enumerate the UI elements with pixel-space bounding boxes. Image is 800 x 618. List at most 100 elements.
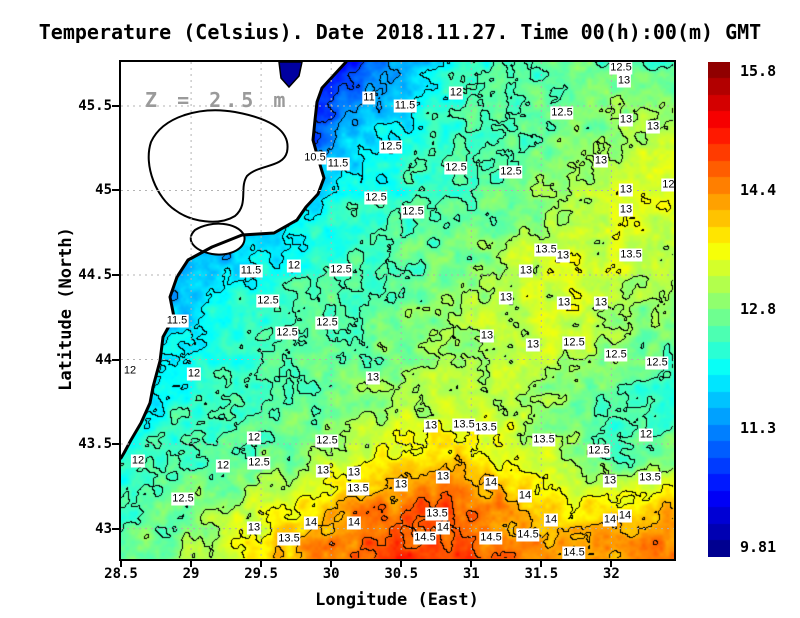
contour-label: 12.5 xyxy=(587,444,611,458)
x-tick-label: 30.5 xyxy=(384,566,419,582)
contour-label: 12 xyxy=(246,431,262,445)
contour-label: 13 xyxy=(618,183,634,197)
x-tick-mark xyxy=(540,561,543,567)
contour-label: 13 xyxy=(602,474,618,488)
y-tick-mark xyxy=(112,274,119,276)
contour-label: 14 xyxy=(483,476,499,490)
x-tick-label: 29 xyxy=(182,566,200,582)
contour-label: 13 xyxy=(315,464,331,478)
colorbar-tick-label: 15.8 xyxy=(740,62,777,80)
x-tick-label: 32 xyxy=(602,566,620,582)
contour-label: 12.5 xyxy=(364,191,388,205)
map-plot-area: Z = 2.5 m 11 11.5 10.5 11.5 12.5 12 12.5 12.5 13… xyxy=(119,60,676,561)
contour-label: 14.5 xyxy=(413,531,437,545)
contour-label: 11.5 xyxy=(239,264,263,278)
y-tick-mark xyxy=(112,527,119,530)
contour-label: 13.5 xyxy=(534,243,558,257)
contour-label: 14 xyxy=(303,516,319,530)
x-tick-label: 31.5 xyxy=(524,566,559,582)
contour-label: 12.5 xyxy=(247,456,271,470)
contour-label: 13 xyxy=(518,264,534,278)
contour-label: 12.5 xyxy=(661,178,674,192)
y-tick-label: 44 xyxy=(95,351,112,368)
contour-label: 12.5 xyxy=(329,263,353,277)
contour-label: 12.5 xyxy=(604,348,628,362)
contour-label: 11.5 xyxy=(326,157,350,171)
coastal-inlet xyxy=(278,62,303,89)
contour-label: 13.5 xyxy=(425,507,449,521)
y-tick-label: 43.5 xyxy=(78,436,112,453)
contour-label: 10.5 xyxy=(303,151,327,165)
contour-label: 12.5 xyxy=(609,61,633,75)
y-tick-mark xyxy=(112,104,119,107)
y-tick-mark xyxy=(112,443,119,446)
contour-label: 12.5 xyxy=(550,106,574,120)
contour-label: 12 xyxy=(186,367,202,381)
contour-label: 13.5 xyxy=(638,471,662,485)
contour-label: 13 xyxy=(556,296,572,310)
contour-label: 12.5 xyxy=(444,161,468,175)
contour-label: 14 xyxy=(435,521,451,535)
contour-label: 12.5 xyxy=(315,316,339,330)
x-tick-mark xyxy=(330,561,333,567)
y-tick-mark xyxy=(112,189,119,192)
y-axis-title: Latitude (North) xyxy=(56,227,76,391)
contour-label: 14 xyxy=(517,489,533,503)
contour-label: 13 xyxy=(645,120,661,134)
colorbar xyxy=(708,62,730,557)
lagoon-outline xyxy=(147,109,289,223)
x-tick-mark xyxy=(470,561,473,567)
figure-title: Temperature (Celsius). Date 2018.11.27. … xyxy=(38,20,762,44)
contour-label: 13 xyxy=(423,419,439,433)
contour-label: 14 xyxy=(543,513,559,527)
contour-label: 13 xyxy=(346,466,362,480)
contour-label: 13 xyxy=(365,371,381,385)
coastline xyxy=(121,62,348,460)
contour-label: 12 xyxy=(286,259,302,273)
x-tick-label: 28.5 xyxy=(104,566,138,582)
contour-label: 13 xyxy=(393,478,409,492)
contour-label: 13.5 xyxy=(619,248,643,262)
x-tick-mark xyxy=(190,561,193,567)
contour-label: 12 xyxy=(215,459,231,473)
contour-label: 11 xyxy=(362,91,376,105)
x-tick-mark xyxy=(400,561,403,567)
contour-label: 12 xyxy=(638,428,654,442)
contour-label: 13 xyxy=(593,154,609,168)
contour-label: 13.5 xyxy=(532,433,556,447)
contour-label: 13 xyxy=(618,203,634,217)
x-tick-label: 31 xyxy=(462,566,480,582)
contour-label: 12.5 xyxy=(401,205,425,219)
contour-label: 13.5 xyxy=(452,418,476,432)
contour-label: 14.5 xyxy=(516,528,540,542)
contour-label: 14 xyxy=(346,516,362,530)
contour-label: 12 xyxy=(122,364,138,378)
contour-label: 13 xyxy=(435,470,451,484)
contour-label: 13 xyxy=(246,521,262,535)
contour-label: 13 xyxy=(593,296,609,310)
contour-label: 14.5 xyxy=(562,546,586,559)
contour-label: 11.5 xyxy=(165,314,189,328)
contour-label: 13.5 xyxy=(346,482,370,496)
lagoon-outline xyxy=(189,222,246,256)
x-tick-label: 29.5 xyxy=(244,566,278,582)
x-tick-mark xyxy=(260,561,263,567)
depth-annotation: Z = 2.5 m xyxy=(145,88,290,112)
contour-label: 13 xyxy=(479,329,495,343)
contour-label: 13.5 xyxy=(474,421,498,435)
contour-label: 12.5 xyxy=(645,356,669,370)
x-tick-label: 30 xyxy=(322,566,340,582)
contour-label: 12.5 xyxy=(499,165,523,179)
contour-label: 12 xyxy=(130,454,146,468)
contour-label: 13 xyxy=(525,338,541,352)
contour-label: 12 xyxy=(448,86,464,100)
colorbar-tick-label: 9.81 xyxy=(740,538,777,556)
contour-label: 14 xyxy=(617,509,633,523)
y-tick-mark xyxy=(112,358,119,361)
x-tick-mark xyxy=(120,561,122,567)
contour-label: 13 xyxy=(498,291,514,305)
contour-label: 13 xyxy=(555,249,571,263)
y-tick-label: 45.5 xyxy=(78,97,112,114)
contour-label: 12.5 xyxy=(315,434,339,448)
